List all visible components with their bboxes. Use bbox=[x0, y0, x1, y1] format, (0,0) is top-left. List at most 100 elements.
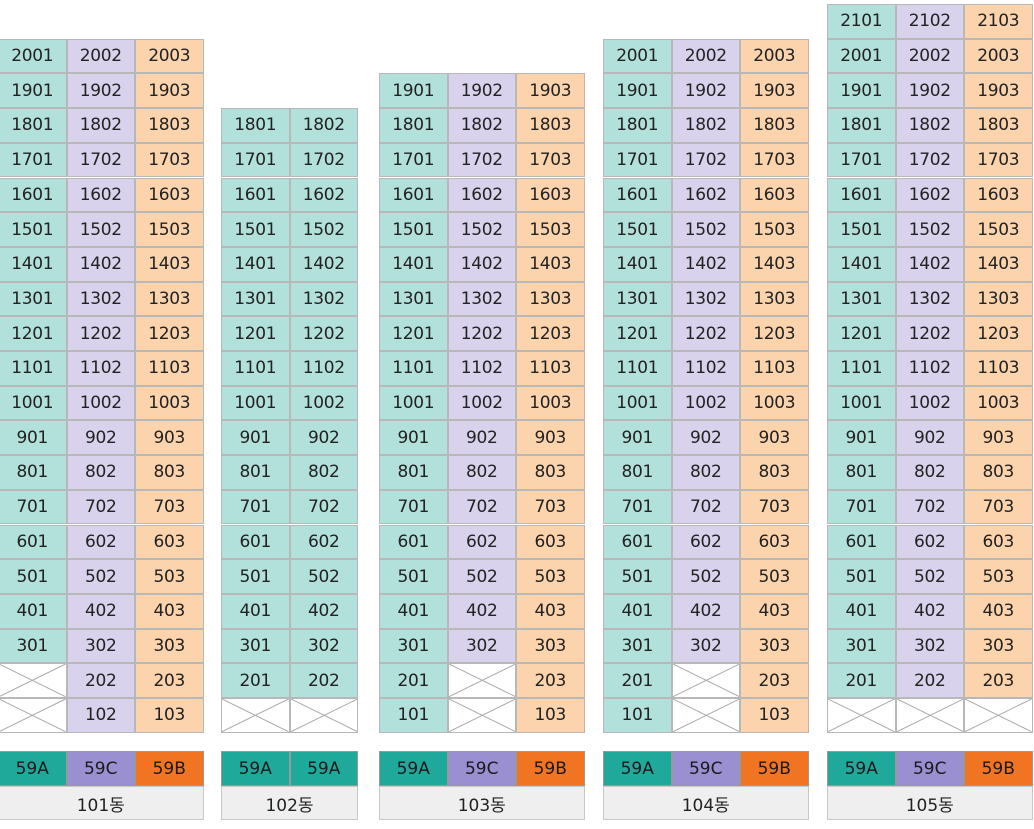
unit-type-tag: 59C bbox=[895, 751, 964, 786]
unit-type-tag: 59B bbox=[964, 751, 1033, 786]
unit-cell: 1402 bbox=[66, 246, 135, 282]
unit-cell: 1503 bbox=[740, 212, 809, 247]
unit-cell: 1403 bbox=[964, 246, 1033, 282]
unit-cell: 501 bbox=[827, 559, 896, 594]
unit-cell: 1203 bbox=[516, 316, 585, 351]
empty-unit-cell bbox=[0, 698, 67, 733]
empty-unit-cell bbox=[827, 698, 896, 733]
unit-cell: 202 bbox=[289, 663, 358, 698]
unit-cell: 902 bbox=[447, 420, 516, 456]
unit-cell: 1503 bbox=[516, 212, 585, 247]
empty-unit-cell bbox=[289, 698, 358, 733]
unit-cell: 1201 bbox=[379, 316, 448, 351]
unit-cell: 402 bbox=[289, 593, 358, 629]
unit-cell: 1103 bbox=[740, 351, 809, 386]
unit-cell: 1501 bbox=[603, 212, 672, 247]
unit-cell: 801 bbox=[827, 455, 896, 490]
unit-cell: 1102 bbox=[895, 351, 964, 386]
unit-cell: 1502 bbox=[289, 212, 358, 247]
unit-cell: 902 bbox=[66, 420, 135, 456]
unit-cell: 1101 bbox=[221, 351, 290, 386]
unit-cell: 1001 bbox=[827, 385, 896, 421]
unit-type-tag: 59C bbox=[447, 751, 516, 786]
unit-cell: 601 bbox=[379, 524, 448, 560]
unit-cell: 603 bbox=[516, 524, 585, 560]
unit-cell: 203 bbox=[516, 663, 585, 698]
unit-cell: 302 bbox=[895, 628, 964, 664]
unit-cell: 1501 bbox=[0, 212, 67, 247]
unit-cell: 602 bbox=[895, 524, 964, 560]
unit-type-tag: 59A bbox=[221, 751, 290, 786]
unit-cell: 1802 bbox=[66, 108, 135, 143]
unit-cell: 1701 bbox=[0, 142, 67, 178]
unit-cell: 1603 bbox=[740, 177, 809, 213]
unit-cell: 1201 bbox=[0, 316, 67, 351]
building-label: 104동 bbox=[603, 786, 809, 820]
unit-cell: 602 bbox=[66, 524, 135, 560]
unit-cell: 1902 bbox=[447, 73, 516, 109]
unit-cell: 1102 bbox=[447, 351, 516, 386]
unit-cell: 1302 bbox=[895, 281, 964, 317]
unit-cell: 1902 bbox=[895, 73, 964, 109]
unit-cell: 1802 bbox=[289, 108, 358, 143]
unit-cell: 303 bbox=[964, 628, 1033, 664]
unit-cell: 1502 bbox=[895, 212, 964, 247]
cross-icon bbox=[897, 699, 964, 732]
unit-cell: 1703 bbox=[740, 142, 809, 178]
unit-cell: 2003 bbox=[740, 38, 809, 74]
unit-cell: 1403 bbox=[740, 246, 809, 282]
unit-cell: 703 bbox=[740, 489, 809, 525]
unit-cell: 802 bbox=[895, 455, 964, 490]
unit-type-tag: 59C bbox=[671, 751, 740, 786]
unit-cell: 1103 bbox=[516, 351, 585, 386]
unit-cell: 702 bbox=[289, 489, 358, 525]
unit-cell: 103 bbox=[135, 698, 204, 733]
unit-cell: 603 bbox=[964, 524, 1033, 560]
unit-cell: 803 bbox=[135, 455, 204, 490]
unit-cell: 903 bbox=[135, 420, 204, 456]
unit-cell: 1002 bbox=[447, 385, 516, 421]
unit-cell: 503 bbox=[135, 559, 204, 594]
unit-cell: 802 bbox=[289, 455, 358, 490]
unit-cell: 1601 bbox=[379, 177, 448, 213]
cross-icon bbox=[828, 699, 895, 732]
unit-cell: 302 bbox=[66, 628, 135, 664]
unit-cell: 601 bbox=[827, 524, 896, 560]
unit-cell: 1902 bbox=[671, 73, 740, 109]
unit-cell: 503 bbox=[964, 559, 1033, 594]
unit-cell: 1001 bbox=[603, 385, 672, 421]
unit-cell: 403 bbox=[135, 593, 204, 629]
unit-cell: 1102 bbox=[671, 351, 740, 386]
unit-cell: 201 bbox=[603, 663, 672, 698]
unit-cell: 801 bbox=[221, 455, 290, 490]
unit-cell: 403 bbox=[516, 593, 585, 629]
unit-cell: 301 bbox=[221, 628, 290, 664]
unit-cell: 1301 bbox=[379, 281, 448, 317]
unit-cell: 1003 bbox=[516, 385, 585, 421]
unit-cell: 901 bbox=[221, 420, 290, 456]
unit-type-tag: 59A bbox=[379, 751, 448, 786]
unit-cell: 1202 bbox=[447, 316, 516, 351]
unit-cell: 501 bbox=[603, 559, 672, 594]
unit-cell: 303 bbox=[740, 628, 809, 664]
unit-cell: 1401 bbox=[221, 246, 290, 282]
unit-cell: 103 bbox=[516, 698, 585, 733]
unit-cell: 1202 bbox=[671, 316, 740, 351]
unit-cell: 1201 bbox=[827, 316, 896, 351]
unit-type-tag: 59B bbox=[516, 751, 585, 786]
unit-cell: 203 bbox=[135, 663, 204, 698]
unit-cell: 701 bbox=[827, 489, 896, 525]
empty-unit-cell bbox=[964, 698, 1033, 733]
building-label: 103동 bbox=[379, 786, 585, 820]
unit-cell: 302 bbox=[671, 628, 740, 664]
unit-cell: 702 bbox=[447, 489, 516, 525]
unit-cell: 301 bbox=[0, 628, 67, 664]
unit-cell: 402 bbox=[895, 593, 964, 629]
unit-cell: 1801 bbox=[827, 108, 896, 143]
unit-cell: 401 bbox=[0, 593, 67, 629]
unit-cell: 1303 bbox=[135, 281, 204, 317]
unit-cell: 801 bbox=[603, 455, 672, 490]
unit-cell: 2002 bbox=[895, 38, 964, 74]
cross-icon bbox=[673, 664, 740, 697]
unit-cell: 1001 bbox=[379, 385, 448, 421]
